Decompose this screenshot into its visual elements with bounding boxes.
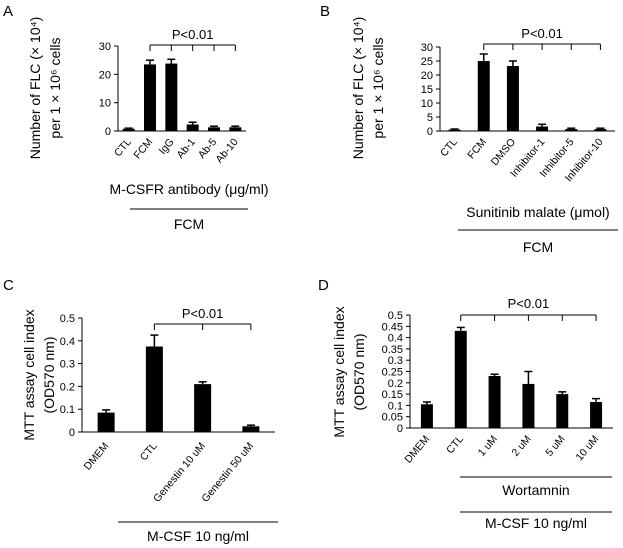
panel-a-y-tick-label: 10 [99, 98, 111, 110]
panel-b-group-label: Sunitinib malate (μmol) [466, 204, 609, 220]
panel-d-y-tick-label: 0.35 [382, 344, 403, 356]
panel-c-bar [145, 346, 163, 432]
panel-a-y-label-line: Number of FLC (× 10⁴) [27, 17, 43, 160]
panel-d-y-tick-label: 0.2 [388, 378, 403, 390]
panel-b-bar [594, 129, 607, 131]
panel-d-category-label: 5 uM [543, 433, 567, 459]
panel-d-group-label: M-CSF 10 ng/ml [485, 515, 587, 531]
panel-c-bar [97, 412, 115, 432]
panel-b-y-tick-label: 0 [427, 126, 433, 138]
panel-a-bar [165, 63, 178, 131]
panel-c-y-tick-label: 0.1 [60, 404, 75, 416]
panel-d-y-tick-label: 0.5 [388, 310, 403, 322]
panel-b-group-label: FCM [523, 239, 553, 255]
panel-b-category-label: FCM [465, 136, 489, 161]
panel-b-y-label-line: per 1 × 10⁶ cells [370, 37, 386, 138]
panel-c-y-tick-label: 0.3 [60, 359, 75, 371]
panel-b-bar [506, 66, 519, 131]
panel-a-sig-label: P<0.01 [172, 27, 214, 42]
panel-c-category-label: DMEM [82, 440, 112, 472]
panel-b-y-tick-label: 5 [427, 112, 433, 124]
panel-a-bar [122, 128, 135, 131]
panel-a-category-label: IgG [157, 136, 177, 157]
panel-b-y-label-line: Number of FLC (× 10⁴) [350, 17, 366, 160]
panel-a-bar [229, 127, 242, 131]
panel-b-sig-label: P<0.01 [521, 26, 563, 41]
panel-a-y-label-line: per 1 × 10⁶ cells [47, 37, 63, 138]
panel-a-bar [208, 127, 220, 131]
panel-b-bar [536, 126, 549, 131]
panel-c-y-tick-label: 0.2 [60, 381, 75, 393]
panel-c-category-label: Genestin 10 uM [151, 440, 208, 505]
panel-c-y-label-line: (OD570 nm) [41, 336, 57, 413]
panel-d-category-label: DMEM [402, 433, 432, 465]
panel-b-y-tick-label: 30 [421, 42, 433, 54]
panel-d-category-label: CTL [444, 433, 466, 456]
panel-b-bar [448, 129, 461, 131]
panel-d-y-tick-label: 0 [397, 423, 403, 435]
panel-c-y-label-line: MTT assay cell index [21, 309, 37, 440]
panel-d-y-tick-label: 0.4 [388, 333, 403, 345]
panel-a-bar [186, 124, 199, 131]
panel-b-category-label: DMSO [489, 136, 518, 168]
panel-a-category-label: FCM [131, 136, 155, 161]
panel-d-category-label: 1 uM [476, 433, 500, 459]
panel-d-y-tick-label: 0.3 [388, 355, 403, 367]
panel-d-category-label: 10 uM [573, 433, 601, 463]
panel-d-letter: D [318, 277, 329, 294]
panel-b-y-tick-label: 15 [421, 84, 433, 96]
panel-d-y-tick-label: 0.45 [382, 321, 403, 333]
panel-b-letter: B [320, 3, 330, 20]
panel-c-bar [242, 426, 260, 432]
panel-c-sig-label: P<0.01 [182, 306, 224, 321]
panel-b-y-tick-label: 20 [421, 70, 433, 82]
panel-d-sig-label: P<0.01 [508, 296, 550, 311]
panel-c-letter: C [3, 277, 14, 294]
panel-b-category-label: CTL [438, 136, 460, 159]
panel-d-bar [488, 376, 501, 428]
panel-c-category-label: CTL [138, 440, 160, 463]
panel-d-y-tick-label: 0.25 [382, 367, 403, 379]
panel-c-y-tick-label: 0.4 [60, 336, 75, 348]
panel-a-y-tick-label: 30 [99, 41, 111, 53]
panel-c-y-tick-label: 0.5 [60, 313, 75, 325]
panel-d-category-label: 2 uM [510, 433, 534, 459]
panel-c-category-label: Genestin 50 uM [199, 440, 256, 505]
panel-a-y-tick-label: 0 [105, 126, 111, 138]
panel-b-y-tick-label: 25 [421, 56, 433, 68]
panel-d-y-tick-label: 0.05 [382, 412, 403, 424]
panel-b-y-tick-label: 10 [421, 98, 433, 110]
panel-d-group-label: Wortamnin [502, 482, 569, 498]
panel-d-y-label-line: (OD570 nm) [351, 333, 367, 410]
panel-a-letter: A [3, 3, 13, 20]
panel-d-bar [420, 404, 433, 428]
panel-a-y-tick-label: 20 [99, 69, 111, 81]
panel-a-category-label: CTL [112, 136, 134, 159]
panel-c-group-label: M-CSF 10 ng/ml [147, 528, 249, 544]
panel-a-group-label: FCM [174, 216, 204, 232]
panel-a-bar [144, 64, 156, 131]
panel-d-bar [590, 402, 603, 428]
panel-a-category-label: Ab-1 [175, 136, 199, 161]
panel-d-bar [522, 383, 535, 428]
panel-b-bar [565, 129, 578, 131]
panel-c-bar [194, 384, 212, 432]
panel-a-group-label: M-CSFR antibody (μg/ml) [110, 181, 269, 197]
panel-d-bar [556, 394, 569, 428]
panel-d-bar [454, 330, 467, 428]
panel-b-bar [477, 61, 490, 131]
panel-a-category-label: Ab-10 [213, 136, 240, 165]
panel-c-y-tick-label: 0 [69, 427, 75, 439]
panel-d-y-tick-label: 0.1 [388, 400, 403, 412]
panel-d-y-tick-label: 0.15 [382, 389, 403, 401]
panel-d-y-label-line: MTT assay cell index [331, 306, 347, 437]
